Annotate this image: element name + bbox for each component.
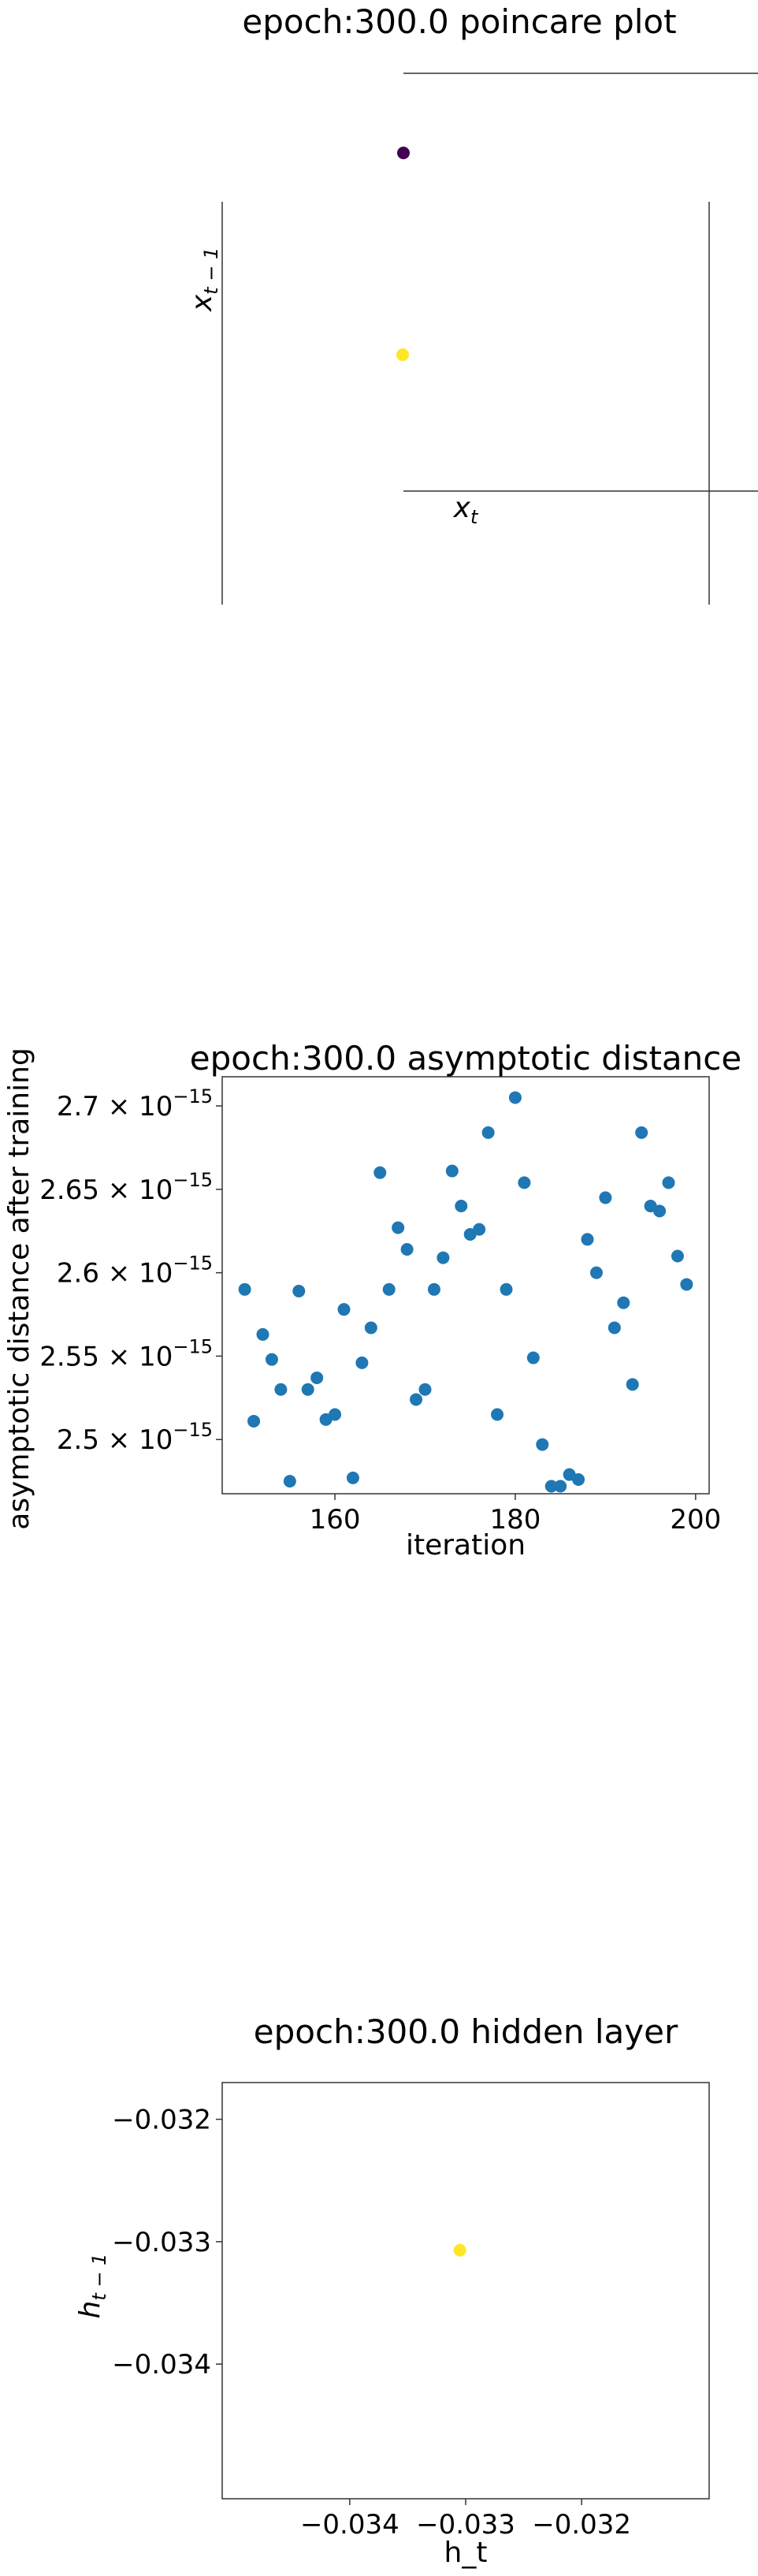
scatter-point — [526, 1351, 540, 1364]
poincare-xlabel: xt — [453, 492, 479, 528]
poincare-point — [396, 348, 409, 361]
scatter-point — [635, 1126, 648, 1139]
scatter-point — [662, 1176, 675, 1189]
y-tick-label: 2.55 × 10−15 — [39, 1335, 213, 1372]
poincare-chart: epoch:300.0 poincare plot xt xt − 1 — [186, 2, 758, 605]
scatter-point — [536, 1438, 549, 1451]
scatter-point — [364, 1321, 377, 1335]
scatter-point — [392, 1221, 405, 1234]
scatter-point — [491, 1408, 504, 1421]
scatter-point — [283, 1475, 296, 1488]
scatter-point — [608, 1321, 621, 1335]
asymptotic-xlabel: iteration — [406, 1529, 526, 1562]
x-tick-label: 180 — [489, 1504, 541, 1536]
scatter-point — [500, 1282, 513, 1296]
hidden-title: epoch:300.0 hidden layer — [254, 2012, 678, 2051]
x-tick-label: 200 — [670, 1504, 721, 1536]
poincare-point — [397, 147, 410, 159]
scatter-point — [671, 1249, 684, 1263]
scatter-point — [581, 1233, 594, 1246]
hidden-plot-frame — [221, 2082, 710, 2500]
scatter-point — [256, 1327, 269, 1341]
scatter-point — [453, 2243, 466, 2257]
scatter-point — [680, 1278, 693, 1291]
scatter-point — [473, 1223, 486, 1236]
scatter-point — [437, 1251, 450, 1264]
scatter-point — [337, 1303, 351, 1316]
scatter-point — [455, 1199, 468, 1212]
poincare-title: epoch:300.0 poincare plot — [242, 2, 676, 41]
scatter-point — [617, 1296, 630, 1309]
scatter-point — [481, 1126, 495, 1139]
x-tick-label: −0.033 — [416, 2509, 515, 2541]
scatter-point — [410, 1393, 423, 1406]
x-tick-label: 160 — [310, 1504, 361, 1536]
asymptotic-points — [238, 1091, 693, 1493]
y-tick-label: −0.034 — [112, 2349, 211, 2381]
x-tick-label: −0.032 — [532, 2509, 631, 2541]
y-tick-label: 2.6 × 10−15 — [57, 1253, 213, 1290]
hidden-y-ticks: −0.032 −0.033 −0.034 — [112, 2105, 222, 2381]
y-tick-label: −0.032 — [112, 2105, 211, 2136]
scatter-point — [427, 1282, 440, 1296]
scatter-point — [653, 1204, 667, 1218]
asymptotic-chart: epoch:300.0 asymptotic distance 160 180 20… — [3, 1039, 741, 1562]
y-tick-label: 2.7 × 10−15 — [57, 1085, 213, 1122]
scatter-point — [445, 1164, 459, 1178]
scatter-point — [418, 1383, 432, 1396]
hidden-ylabel: ht − 1 — [74, 2254, 110, 2319]
scatter-point — [572, 1473, 585, 1487]
scatter-point — [626, 1378, 639, 1391]
x-tick-label: −0.034 — [300, 2509, 399, 2541]
poincare-ylabel: xt − 1 — [186, 248, 222, 312]
scatter-point — [292, 1284, 306, 1297]
scatter-point — [589, 1266, 603, 1279]
scatter-point — [265, 1353, 278, 1366]
scatter-point — [329, 1408, 342, 1421]
hidden-x-ticks: −0.034 −0.033 −0.032 — [300, 2499, 631, 2541]
asymptotic-plot-frame — [221, 1076, 710, 1495]
scatter-point — [554, 1480, 567, 1493]
y-tick-label: −0.033 — [112, 2227, 211, 2258]
asymptotic-x-ticks: 160 180 200 — [310, 1494, 721, 1536]
asymptotic-y-ticks: 2.5 × 10−15 2.55 × 10−15 2.6 × 10−15 2.65 ×… — [39, 1085, 222, 1456]
asymptotic-ylabel: asymptotic distance after training — [3, 1048, 35, 1530]
hidden-points — [453, 2243, 466, 2257]
scatter-point — [544, 1480, 558, 1493]
scatter-point — [247, 1414, 261, 1428]
scatter-point — [301, 1383, 314, 1396]
scatter-point — [599, 1191, 612, 1204]
scatter-point — [518, 1176, 531, 1189]
scatter-point — [310, 1371, 324, 1384]
scatter-point — [274, 1383, 288, 1396]
y-tick-label: 2.5 × 10−15 — [57, 1419, 213, 1456]
scatter-point — [373, 1166, 387, 1179]
hidden-layer-chart: epoch:300.0 hidden layer −0.034 −0.033 −0.… — [74, 2012, 710, 2569]
y-tick-label: 2.65 × 10−15 — [39, 1169, 213, 1206]
scatter-point — [355, 1356, 369, 1369]
scatter-point — [238, 1282, 251, 1296]
scatter-point — [400, 1243, 414, 1256]
asymptotic-title: epoch:300.0 asymptotic distance — [190, 1039, 741, 1078]
scatter-point — [508, 1091, 522, 1104]
scatter-point — [382, 1282, 396, 1296]
hidden-xlabel: h_t — [444, 2537, 488, 2569]
scatter-point — [346, 1471, 359, 1484]
